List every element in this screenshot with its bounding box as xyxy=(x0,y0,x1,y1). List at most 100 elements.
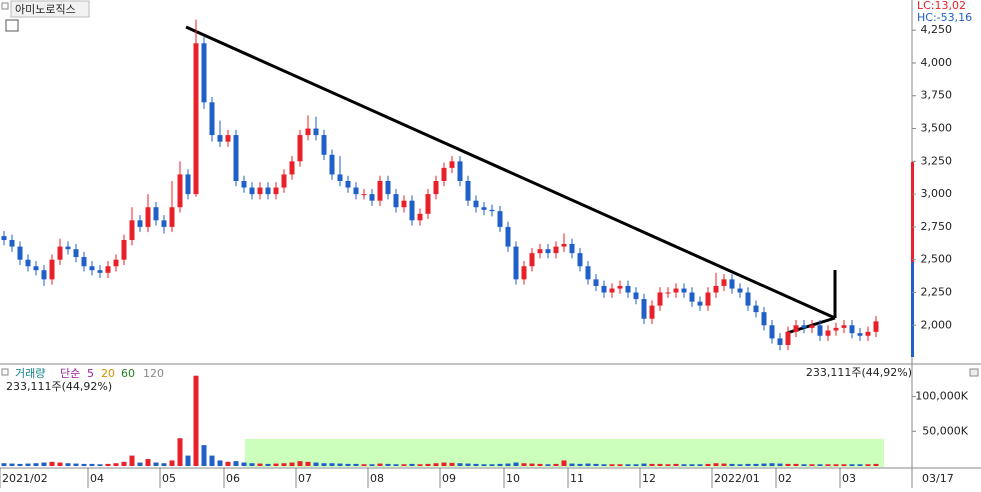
x-tick-label: 03 xyxy=(842,472,856,485)
ma-period: 120 xyxy=(143,367,164,380)
candle-body xyxy=(457,161,463,181)
y-tick-label: 4,250 xyxy=(921,23,953,36)
volume-bar xyxy=(449,462,455,466)
candle-body xyxy=(537,249,543,254)
volume-bar xyxy=(369,464,375,466)
volume-bar xyxy=(785,463,791,466)
candle-body xyxy=(465,181,471,201)
candle-body xyxy=(577,253,583,267)
volume-bar xyxy=(393,464,399,466)
volume-bar xyxy=(641,463,647,466)
volume-bar xyxy=(25,463,31,466)
x-tick-label: 11 xyxy=(570,472,584,485)
candle-body xyxy=(137,220,143,227)
candle-body xyxy=(385,181,391,195)
candle-body xyxy=(553,246,559,254)
x-tick-label: 07 xyxy=(298,472,312,485)
volume-bar xyxy=(817,464,823,466)
volume-bar xyxy=(825,464,831,466)
y-tick-label: 2,250 xyxy=(921,285,953,298)
candle-body xyxy=(241,181,247,188)
volume-bar xyxy=(1,463,7,466)
volume-bar xyxy=(529,463,535,466)
volume-bar xyxy=(201,445,207,466)
volume-bar xyxy=(857,464,863,466)
volume-bar xyxy=(337,463,343,466)
candle-body xyxy=(473,200,479,208)
x-tick-label: 02 xyxy=(778,472,792,485)
volume-bar xyxy=(833,464,839,466)
ma-label: 단순 xyxy=(60,367,80,380)
candle-body xyxy=(249,187,255,195)
volume-bar xyxy=(545,464,551,466)
table-icon[interactable] xyxy=(5,19,19,32)
y-tick-label: 2,000 xyxy=(921,318,953,331)
volume-bar xyxy=(185,455,191,466)
stock-name: 아미노로직스 xyxy=(15,3,76,16)
volume-bar xyxy=(713,463,719,466)
candle-body xyxy=(697,301,703,306)
candle-body xyxy=(633,292,639,300)
volume-bar xyxy=(129,455,135,466)
candle-body xyxy=(625,285,631,293)
candle-body xyxy=(737,288,743,293)
collapse-button[interactable] xyxy=(969,368,979,377)
candle-body xyxy=(49,259,55,280)
volume-bar xyxy=(417,464,423,466)
volume-bar xyxy=(777,463,783,466)
candle-body xyxy=(705,292,711,306)
candle-body xyxy=(785,331,791,345)
volume-bar xyxy=(425,463,431,466)
last-date: 03/17 xyxy=(922,472,954,485)
x-tick-label: 10 xyxy=(506,472,520,485)
candle-body xyxy=(209,102,215,136)
candle-body xyxy=(337,174,343,181)
candle-body xyxy=(369,194,375,201)
candle-body xyxy=(353,187,359,195)
volume-bar xyxy=(665,464,671,466)
candle-body xyxy=(401,200,407,208)
range-bar xyxy=(911,262,914,357)
candle-body xyxy=(489,209,495,212)
volume-bar xyxy=(81,463,87,466)
ma-period: 5 xyxy=(87,367,94,380)
range-bar xyxy=(911,162,914,262)
volume-bar xyxy=(257,463,263,466)
volume-bar xyxy=(561,460,567,466)
candle-body xyxy=(769,325,775,339)
volume-bar xyxy=(705,463,711,466)
candle-body xyxy=(417,213,423,221)
candle-body xyxy=(841,325,847,328)
candle-body xyxy=(505,226,511,247)
volume-bar xyxy=(873,463,879,466)
volume-bar xyxy=(505,463,511,466)
volume-bar xyxy=(593,463,599,466)
volume-bar xyxy=(409,463,415,466)
volume-bar xyxy=(153,462,159,466)
candle-body xyxy=(161,220,167,227)
volume-bar xyxy=(689,464,695,466)
candle-body xyxy=(329,154,335,175)
volume-bar xyxy=(489,464,495,466)
volume-bar xyxy=(585,463,591,466)
volume-value: 233,111주(44,92%) xyxy=(6,380,112,393)
candle-body xyxy=(233,135,239,181)
volume-bar xyxy=(673,463,679,466)
candle-body xyxy=(217,135,223,142)
candle-body xyxy=(257,187,263,195)
candle-body xyxy=(849,325,855,334)
candle-body xyxy=(145,207,151,227)
candle-body xyxy=(545,249,551,254)
candle-body xyxy=(201,43,207,103)
stock-name-box[interactable] xyxy=(10,0,90,18)
volume-bar xyxy=(33,463,39,466)
candle-body xyxy=(409,200,415,221)
volume-bar xyxy=(289,462,295,466)
candle-body xyxy=(17,246,23,260)
x-tick-label: 2021/02 xyxy=(2,472,48,485)
y-tick-label: 3,500 xyxy=(921,122,953,135)
x-tick-label: 05 xyxy=(162,472,176,485)
volume-bar xyxy=(9,463,15,466)
